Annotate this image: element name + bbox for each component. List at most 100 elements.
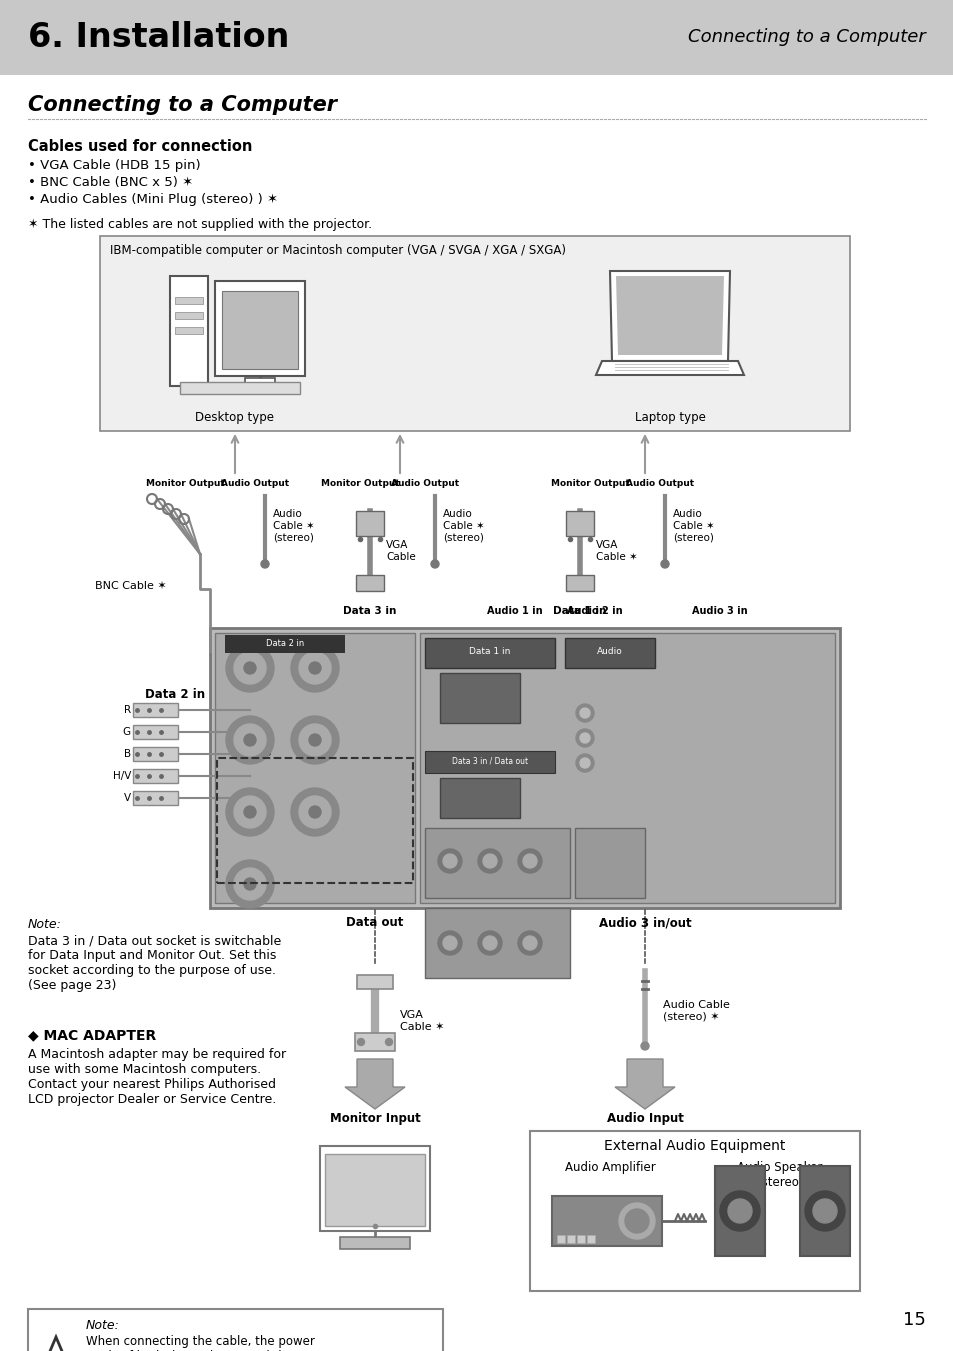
Bar xyxy=(424,828,569,898)
Text: Audio Cable
(stereo) ✶: Audio Cable (stereo) ✶ xyxy=(662,1000,729,1021)
Circle shape xyxy=(482,854,497,867)
Bar xyxy=(339,1238,410,1250)
Circle shape xyxy=(233,796,266,828)
Bar xyxy=(174,327,203,334)
Bar xyxy=(439,673,519,723)
Circle shape xyxy=(226,644,274,692)
Text: 15: 15 xyxy=(902,1310,925,1329)
Circle shape xyxy=(357,1039,364,1046)
Text: Monitor Output: Monitor Output xyxy=(550,480,629,488)
Text: Audio
Cable ✶
(stereo): Audio Cable ✶ (stereo) xyxy=(672,509,714,543)
Bar xyxy=(566,1235,575,1243)
Circle shape xyxy=(244,734,255,746)
Text: Audio
Cable ✶
(stereo): Audio Cable ✶ (stereo) xyxy=(273,509,314,543)
Bar xyxy=(356,975,393,989)
Text: Audio 1 in: Audio 1 in xyxy=(487,607,542,616)
Bar xyxy=(800,1166,849,1256)
Text: G: G xyxy=(123,727,131,738)
Text: Data 3 in / Data out socket is switchable
for Data Input and Monitor Out. Set th: Data 3 in / Data out socket is switchabl… xyxy=(28,934,281,992)
Text: Data 1 in: Data 1 in xyxy=(469,647,510,655)
Bar xyxy=(174,297,203,304)
Circle shape xyxy=(618,1202,655,1239)
Bar xyxy=(132,703,178,717)
Text: Data 2 in: Data 2 in xyxy=(145,688,205,701)
Text: Data 3 in / Data out: Data 3 in / Data out xyxy=(452,757,528,766)
Circle shape xyxy=(482,936,497,950)
Text: Audio 3 in: Audio 3 in xyxy=(692,607,747,616)
Text: Cables used for connection: Cables used for connection xyxy=(28,139,253,154)
Text: VGA
Cable: VGA Cable xyxy=(386,540,416,562)
Bar xyxy=(355,511,384,536)
Text: Audio
Cable ✶
(stereo): Audio Cable ✶ (stereo) xyxy=(442,509,484,543)
Bar xyxy=(424,751,555,773)
Bar xyxy=(565,576,594,590)
Circle shape xyxy=(385,1039,392,1046)
Text: VGA
Cable ✶: VGA Cable ✶ xyxy=(399,1011,444,1032)
Circle shape xyxy=(291,716,338,765)
Text: Data 1 in: Data 1 in xyxy=(553,607,606,616)
Text: BNC Cable ✶: BNC Cable ✶ xyxy=(95,581,167,590)
Bar xyxy=(530,1131,859,1292)
Text: Data out: Data out xyxy=(346,916,403,929)
Bar xyxy=(325,1154,424,1225)
Bar xyxy=(577,1235,584,1243)
Text: Connecting to a Computer: Connecting to a Computer xyxy=(687,28,925,46)
Circle shape xyxy=(437,848,461,873)
Text: • Audio Cables (Mini Plug (stereo) ) ✶: • Audio Cables (Mini Plug (stereo) ) ✶ xyxy=(28,193,278,205)
Text: Note:: Note: xyxy=(28,917,62,931)
Circle shape xyxy=(576,754,594,771)
Circle shape xyxy=(442,854,456,867)
Text: Monitor Output: Monitor Output xyxy=(146,480,224,488)
Text: Data 2 in: Data 2 in xyxy=(266,639,304,647)
Polygon shape xyxy=(345,1059,405,1109)
Bar xyxy=(245,378,274,386)
Bar xyxy=(319,1146,430,1231)
Circle shape xyxy=(579,708,589,717)
Text: Audio Output: Audio Output xyxy=(625,480,694,488)
Text: Audio Output: Audio Output xyxy=(391,480,458,488)
Circle shape xyxy=(624,1209,648,1233)
Text: Audio 2 in: Audio 2 in xyxy=(567,607,622,616)
Circle shape xyxy=(309,734,320,746)
Text: Audio Output: Audio Output xyxy=(221,480,289,488)
Bar xyxy=(355,576,384,590)
Bar xyxy=(28,1309,442,1351)
Circle shape xyxy=(233,724,266,757)
Circle shape xyxy=(812,1198,836,1223)
Text: • VGA Cable (HDB 15 pin): • VGA Cable (HDB 15 pin) xyxy=(28,159,200,172)
Circle shape xyxy=(804,1192,844,1231)
Circle shape xyxy=(309,807,320,817)
Circle shape xyxy=(727,1198,751,1223)
Text: VGA
Cable ✶: VGA Cable ✶ xyxy=(596,540,638,562)
Text: Monitor Output: Monitor Output xyxy=(320,480,399,488)
Circle shape xyxy=(244,807,255,817)
Text: B: B xyxy=(124,748,131,759)
Circle shape xyxy=(477,848,501,873)
Bar xyxy=(552,1196,661,1246)
Text: A Macintosh adapter may be required for
use with some Macintosh computers.
Conta: A Macintosh adapter may be required for … xyxy=(28,1048,286,1106)
Bar xyxy=(0,0,953,76)
Circle shape xyxy=(291,788,338,836)
Polygon shape xyxy=(616,276,723,355)
Circle shape xyxy=(640,1042,648,1050)
Circle shape xyxy=(437,931,461,955)
Circle shape xyxy=(660,561,668,567)
Text: Data 3 in: Data 3 in xyxy=(343,607,396,616)
Bar xyxy=(557,1235,564,1243)
Bar xyxy=(132,725,178,739)
Text: When connecting the cable, the power
cords of both the projector and the
externa: When connecting the cable, the power cor… xyxy=(86,1335,315,1351)
Bar xyxy=(214,634,415,902)
Circle shape xyxy=(298,653,331,684)
Circle shape xyxy=(442,936,456,950)
Bar xyxy=(565,511,594,536)
Text: Connecting to a Computer: Connecting to a Computer xyxy=(28,95,336,115)
Circle shape xyxy=(579,734,589,743)
Bar xyxy=(419,634,834,902)
Circle shape xyxy=(576,730,594,747)
Circle shape xyxy=(291,644,338,692)
Bar xyxy=(355,1034,395,1051)
Polygon shape xyxy=(615,1059,675,1109)
Text: R: R xyxy=(124,705,131,715)
Circle shape xyxy=(309,662,320,674)
Bar xyxy=(100,236,849,431)
